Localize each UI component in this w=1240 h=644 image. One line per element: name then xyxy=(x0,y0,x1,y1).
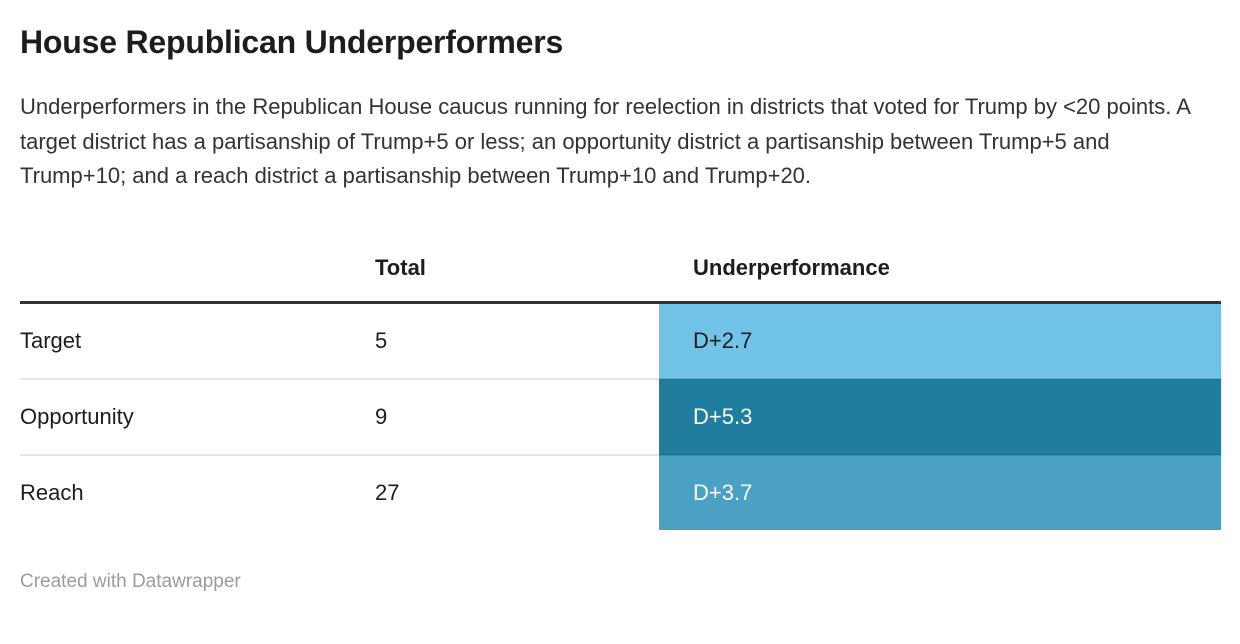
table-row: Target 5 D+2.7 xyxy=(20,302,1221,379)
table-header-row: Total Underperformance xyxy=(20,223,1221,304)
chart-footer: Created with Datawrapper xyxy=(20,570,1221,594)
underperformance-heatmap-cell: D+2.7 xyxy=(659,302,1221,379)
total-value: 9 xyxy=(375,377,659,455)
underperformance-heatmap-cell: D+3.7 xyxy=(659,453,1221,530)
chart-description: Underperformers in the Republican House … xyxy=(20,94,1190,188)
page-title: House Republican Underperformers xyxy=(20,24,564,60)
total-value: 5 xyxy=(375,327,388,353)
row-label: Opportunity xyxy=(20,377,375,455)
column-header-total: Total xyxy=(375,223,659,304)
data-table: Total Underperformance Target 5 D+2.7 Op… xyxy=(20,223,1221,530)
row-label: Reach xyxy=(20,453,375,530)
table-row: Reach 27 D+3.7 xyxy=(20,453,1221,530)
underperformance-heatmap-cell: D+5.3 xyxy=(659,377,1221,455)
row-label: Target xyxy=(20,327,82,353)
datawrapper-attribution-link[interactable]: Created with Datawrapper xyxy=(20,570,241,592)
table-row: Opportunity 9 D+5.3 xyxy=(20,377,1221,455)
column-header-category xyxy=(20,223,375,304)
column-header-underperformance: Underperformance xyxy=(659,223,1221,304)
total-value: 27 xyxy=(375,453,659,530)
